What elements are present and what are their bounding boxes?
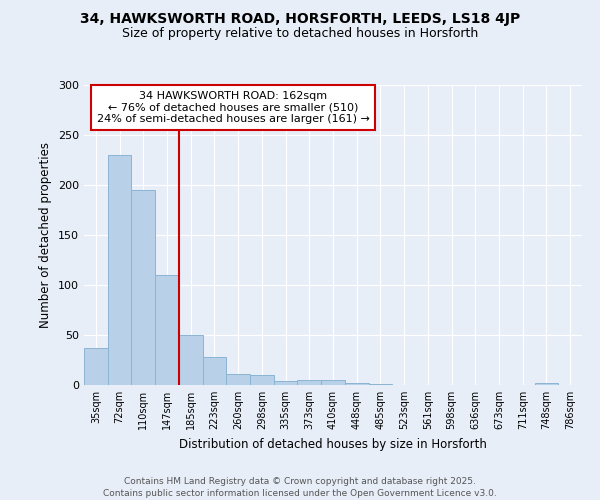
Bar (203, 357, 226, 385)
Bar (155, 275, 179, 385)
Bar (131, 190, 155, 385)
Bar (368, 384, 392, 385)
Text: Size of property relative to detached houses in Horsforth: Size of property relative to detached ho… (122, 28, 478, 40)
Bar (535, 383, 558, 385)
Y-axis label: Number of detached properties: Number of detached properties (40, 142, 52, 328)
Bar (298, 380, 321, 385)
Bar (179, 335, 203, 385)
Bar (84, 348, 108, 385)
Bar (108, 155, 131, 385)
Text: Contains HM Land Registry data © Crown copyright and database right 2025.
Contai: Contains HM Land Registry data © Crown c… (103, 476, 497, 498)
Bar (321, 380, 345, 385)
X-axis label: Distribution of detached houses by size in Horsforth: Distribution of detached houses by size … (179, 438, 487, 450)
Text: 34, HAWKSWORTH ROAD, HORSFORTH, LEEDS, LS18 4JP: 34, HAWKSWORTH ROAD, HORSFORTH, LEEDS, L… (80, 12, 520, 26)
Bar (274, 381, 298, 385)
Bar (250, 375, 274, 385)
Text: 34 HAWKSWORTH ROAD: 162sqm
← 76% of detached houses are smaller (510)
24% of sem: 34 HAWKSWORTH ROAD: 162sqm ← 76% of deta… (97, 91, 370, 124)
Bar (345, 383, 368, 385)
Bar (226, 374, 250, 385)
